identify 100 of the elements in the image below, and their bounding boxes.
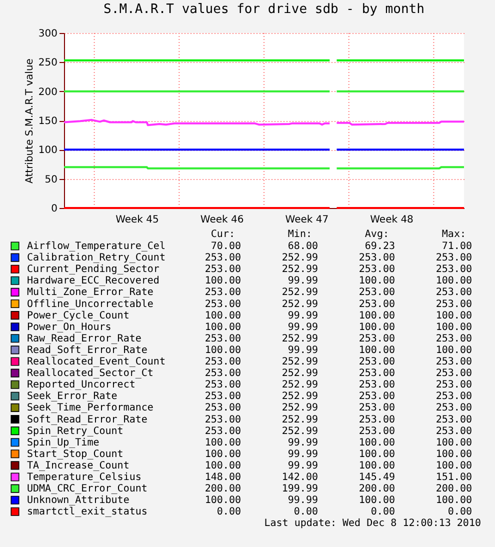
text: 200.00 bbox=[358, 484, 395, 495]
text: 68.00 bbox=[288, 241, 318, 252]
text: 252.99 bbox=[282, 333, 318, 344]
y-tick-label: 100 bbox=[38, 145, 58, 156]
legend-label: Read_Soft_Error_Rate bbox=[27, 344, 148, 356]
text: 253.00 bbox=[436, 287, 472, 298]
text: 253.00 bbox=[204, 264, 241, 276]
text: 151.00 bbox=[436, 472, 472, 483]
text: 100.00 bbox=[204, 437, 241, 448]
text: 148.00 bbox=[204, 472, 241, 483]
legend-label: Hardware_ECC_Recovered bbox=[27, 276, 160, 287]
text: 253.00 bbox=[436, 426, 472, 437]
legend-label: Calibration_Retry_Count bbox=[27, 252, 166, 264]
text: 100.00 bbox=[436, 448, 472, 460]
text: 253.00 bbox=[436, 402, 472, 414]
text: 99.99 bbox=[288, 495, 318, 506]
text: 100.00 bbox=[204, 344, 241, 356]
text: 253.00 bbox=[204, 356, 241, 368]
text: 100.00 bbox=[358, 448, 395, 460]
text: 252.99 bbox=[282, 391, 318, 402]
y-tick-label: 300 bbox=[38, 28, 58, 40]
text: 252.99 bbox=[282, 402, 318, 414]
text: 252.99 bbox=[282, 426, 318, 437]
y-tick-label: 200 bbox=[38, 86, 58, 98]
text: 100.00 bbox=[436, 460, 472, 472]
text: 253.00 bbox=[204, 402, 241, 414]
text: 252.99 bbox=[282, 380, 318, 391]
x-tick-label: Week 48 bbox=[370, 214, 414, 226]
text: 70.00 bbox=[210, 241, 241, 252]
text: 252.99 bbox=[282, 368, 318, 380]
x-tick-label: Week 46 bbox=[200, 214, 244, 226]
text: 253.00 bbox=[204, 287, 241, 298]
text: 252.99 bbox=[282, 414, 318, 426]
text: 253.00 bbox=[358, 414, 395, 426]
text: 252.99 bbox=[282, 356, 318, 368]
text: 199.99 bbox=[282, 484, 318, 495]
text: Min: bbox=[288, 229, 312, 240]
text: 253.00 bbox=[436, 264, 472, 276]
y-tick-label: 50 bbox=[44, 174, 58, 186]
text: Max: bbox=[442, 229, 466, 240]
text: 253.00 bbox=[204, 368, 241, 380]
legend-label: Raw_Read_Error_Rate bbox=[27, 333, 142, 344]
x-tick-label: Week 47 bbox=[285, 214, 329, 226]
text: 100.00 bbox=[204, 322, 241, 333]
legend-label: Multi_Zone_Error_Rate bbox=[27, 287, 154, 298]
text: 71.00 bbox=[442, 241, 472, 252]
y-tick-label: 150 bbox=[38, 116, 58, 127]
text: 100.00 bbox=[358, 437, 395, 448]
text: 0.00 bbox=[294, 506, 318, 518]
legend-label: Soft_Read_Error_Rate bbox=[27, 414, 148, 426]
text: 253.00 bbox=[358, 356, 395, 368]
text: 0.00 bbox=[370, 506, 395, 518]
text: 100.00 bbox=[358, 276, 395, 287]
legend-label: Spin_Retry_Count bbox=[27, 426, 124, 437]
text: 200.00 bbox=[204, 484, 241, 495]
text: 99.99 bbox=[288, 310, 318, 322]
text: 100.00 bbox=[358, 495, 395, 506]
text: 253.00 bbox=[436, 356, 472, 368]
text: 100.00 bbox=[436, 276, 472, 287]
text: 253.00 bbox=[358, 391, 395, 402]
y-tick-label: 0 bbox=[51, 204, 58, 214]
text: 252.99 bbox=[282, 298, 318, 310]
text: 252.99 bbox=[282, 252, 318, 264]
text: 253.00 bbox=[204, 380, 241, 391]
text: 253.00 bbox=[436, 414, 472, 426]
text: 253.00 bbox=[358, 252, 395, 264]
text: Last update: Wed Dec 8 12:00:13 2010 bbox=[264, 518, 481, 530]
text: 99.99 bbox=[288, 344, 318, 356]
text: 253.00 bbox=[358, 380, 395, 391]
legend-label: Temperature_Celsius bbox=[27, 472, 142, 483]
legend-label: Current_Pending_Sector bbox=[27, 264, 160, 276]
text: 253.00 bbox=[436, 391, 472, 402]
text: 253.00 bbox=[204, 252, 241, 264]
x-tick-label: Week 45 bbox=[116, 214, 159, 226]
legend-label: Reallocated_Sector_Ct bbox=[27, 368, 154, 380]
text: 253.00 bbox=[436, 333, 472, 344]
text: 253.00 bbox=[436, 298, 472, 310]
legend-label: Power_On_Hours bbox=[27, 322, 112, 333]
text: 253.00 bbox=[358, 287, 395, 298]
legend-label: Seek_Time_Performance bbox=[27, 402, 154, 414]
text: 142.00 bbox=[282, 472, 318, 483]
text: 253.00 bbox=[204, 414, 241, 426]
legend-label: TA_Increase_Count bbox=[27, 460, 130, 472]
text: 99.99 bbox=[288, 460, 318, 472]
legend-label: Seek_Error_Rate bbox=[27, 391, 118, 402]
text: 0.00 bbox=[448, 506, 472, 518]
text: 100.00 bbox=[204, 460, 241, 472]
text: 253.00 bbox=[358, 402, 395, 414]
text: 100.00 bbox=[204, 495, 241, 506]
chart-title: S.M.A.R.T values for drive sdb - by month bbox=[104, 2, 424, 17]
text: 145.49 bbox=[358, 472, 395, 483]
text: 253.00 bbox=[358, 298, 395, 310]
legend-label: Power_Cycle_Count bbox=[27, 310, 130, 322]
text: 252.99 bbox=[282, 287, 318, 298]
legend-label: Airflow_Temperature_Cel bbox=[27, 241, 166, 252]
text: 253.00 bbox=[436, 368, 472, 380]
text: 200.00 bbox=[436, 484, 472, 495]
y-axis-title: Attribute S.M.A.R.T value bbox=[24, 58, 36, 184]
text: 100.00 bbox=[358, 322, 395, 333]
text: 69.23 bbox=[364, 241, 395, 252]
